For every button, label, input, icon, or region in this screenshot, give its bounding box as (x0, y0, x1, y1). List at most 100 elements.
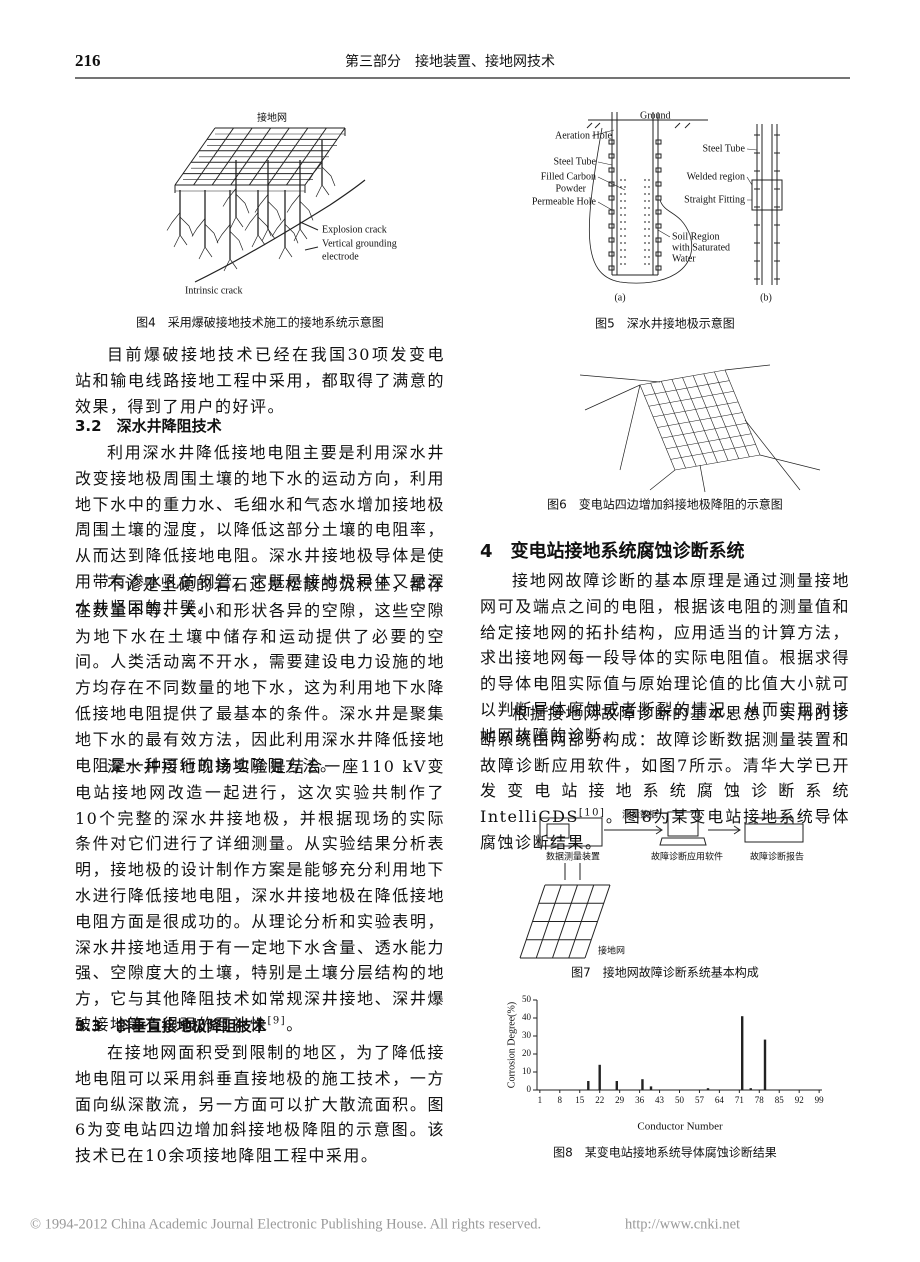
fig5-label: Ground (640, 110, 671, 121)
x-tick-label: 8 (558, 1095, 563, 1105)
fig5-label: (a) (614, 292, 625, 303)
crack-drawing (216, 224, 244, 272)
grid-line-drawing (267, 127, 309, 186)
paragraph-text: 。 (286, 1014, 304, 1034)
paragraph-text: 。图8为某变电站接地系统导体腐蚀诊断结果。 (480, 807, 850, 852)
running-head: 第三部分 接地装置、接地网技术 (345, 53, 555, 70)
permeable-hole (655, 167, 662, 173)
fig5-label: Steel Tube (553, 156, 596, 167)
page-number: 216 (75, 51, 101, 70)
paragraph: 不论是坚硬的岩石还是松散的沉积土，都存在数量不等、大小和形状各异的空隙，这些空隙… (75, 572, 445, 778)
oblique-electrode (584, 384, 641, 411)
fig5-label: Water (672, 253, 696, 264)
fig7-caption: 图7 接地网故障诊断系统基本构成 (571, 965, 759, 980)
footer-copyright: © 1994-2012 China Academic Journal Elect… (30, 1216, 541, 1232)
permeable-hole (655, 153, 662, 159)
y-tick-label: 40 (522, 1012, 532, 1022)
x-tick-label: 64 (715, 1095, 725, 1105)
grid-line-drawing (193, 127, 234, 186)
bar (598, 1064, 601, 1090)
section-heading: 3.3 斜垂直接地极降阻技术 (75, 1017, 267, 1035)
paragraph: 利用深水井降低接地电阻主要是利用深水井改变接地极周围土壤的地下水的运动方向，利用… (75, 440, 445, 621)
grid-line-drawing (304, 127, 346, 186)
oblique-electrode (724, 364, 771, 371)
fig5-label: Aeration Hole (555, 130, 612, 141)
measuring-device (539, 817, 603, 847)
leader-line (591, 129, 671, 238)
leader-line (746, 148, 758, 201)
mesh-line (692, 375, 729, 461)
crack-drawing (244, 212, 272, 248)
permeable-hole (655, 265, 662, 271)
crack-drawing (254, 194, 282, 242)
grid-line-drawing (248, 127, 290, 186)
mesh-line (666, 433, 752, 450)
permeable-hole (608, 167, 615, 173)
fig8-caption: 图8 某变电站接地系统导体腐蚀诊断结果 (553, 1145, 777, 1160)
x-tick-label: 78 (755, 1095, 765, 1105)
fig4-caption: 图4 采用爆破接地技术施工的接地系统示意图 (136, 315, 384, 330)
paragraph-text: 不论是坚硬的岩石还是松散的沉积土，都存在数量不等、大小和形状各异的空隙，这些空隙… (75, 575, 445, 775)
paragraph-text: 根据接地网故障诊断的基本思想，实用的诊断系统由两部分构成：故障诊断数据测量装置和… (480, 704, 850, 827)
permeable-hole (655, 251, 662, 257)
footer-url: http://www.cnki.net (625, 1216, 740, 1232)
fig7-label: 接地网 (598, 945, 625, 957)
permeable-hole (655, 181, 662, 187)
x-tick-label: 71 (735, 1095, 744, 1105)
section-heading: 3.2 深水井降阻技术 (75, 417, 222, 435)
laptop-base (659, 837, 707, 846)
crack-drawing (166, 212, 194, 248)
device-screen (546, 823, 570, 839)
citation: [9] (267, 1015, 287, 1027)
leader-line (299, 221, 319, 231)
fig6-caption: 图6 变电站四边增加斜接地极降阻的示意图 (547, 497, 783, 512)
crack-drawing (222, 188, 250, 230)
mesh-line (674, 454, 761, 471)
permeable-hole (655, 139, 662, 145)
permeable-hole (655, 237, 662, 243)
fig7-label: 测量数据 (622, 809, 658, 821)
permeable-hole (655, 209, 662, 215)
fig5-caption: 图5 深水井接地极示意图 (595, 316, 735, 331)
grid-line-drawing (211, 127, 253, 186)
fig5-label: Powder (555, 183, 586, 194)
bar (615, 1081, 618, 1090)
crack-drawing (191, 218, 219, 260)
x-tick-label: 85 (775, 1095, 785, 1105)
fig4-label: electrode (322, 251, 359, 262)
arrow-head (655, 825, 663, 835)
permeable-hole (608, 251, 615, 257)
grid-line-drawing (174, 127, 216, 186)
y-tick-label: 50 (522, 994, 532, 1004)
paragraph-text: 目前爆破接地技术已经在我国30项发变电站和输电线路接地工程中采用，都取得了满意的… (75, 345, 445, 416)
oblique-electrode (744, 419, 801, 491)
arrow-head (733, 825, 741, 835)
paragraph-text: 接地网故障诊断的基本原理是通过测量接地网可及端点之间的电阻，根据该电阻的测量值和… (480, 571, 850, 745)
x-tick-label: 1 (538, 1095, 543, 1105)
mesh-line (661, 422, 747, 439)
paragraph: 目前爆破接地技术已经在我国30项发变电站和输电线路接地工程中采用，都取得了满意的… (75, 342, 445, 419)
straight-fitting (751, 179, 783, 211)
mesh-line (552, 884, 578, 959)
fig5-label: Permeable Hole (532, 196, 597, 207)
grid-line-drawing (230, 127, 272, 186)
bar (587, 1081, 590, 1090)
x-tick-label: 50 (675, 1095, 685, 1105)
bar (649, 1086, 653, 1090)
x-tick-label: 57 (695, 1095, 705, 1105)
fig4-label: Vertical grounding (322, 238, 397, 249)
permeable-hole (608, 181, 615, 187)
fig4-label: Intrinsic crack (185, 285, 242, 296)
permeable-hole (608, 223, 615, 229)
x-tick-label: 92 (795, 1095, 804, 1105)
permeable-hole (608, 153, 615, 159)
permeable-hole (655, 223, 662, 229)
permeable-hole (608, 195, 615, 201)
oblique-electrode (699, 464, 706, 493)
intrinsic-crack-drawing (194, 179, 366, 283)
mesh-line (703, 373, 740, 459)
mesh-line (568, 884, 595, 959)
